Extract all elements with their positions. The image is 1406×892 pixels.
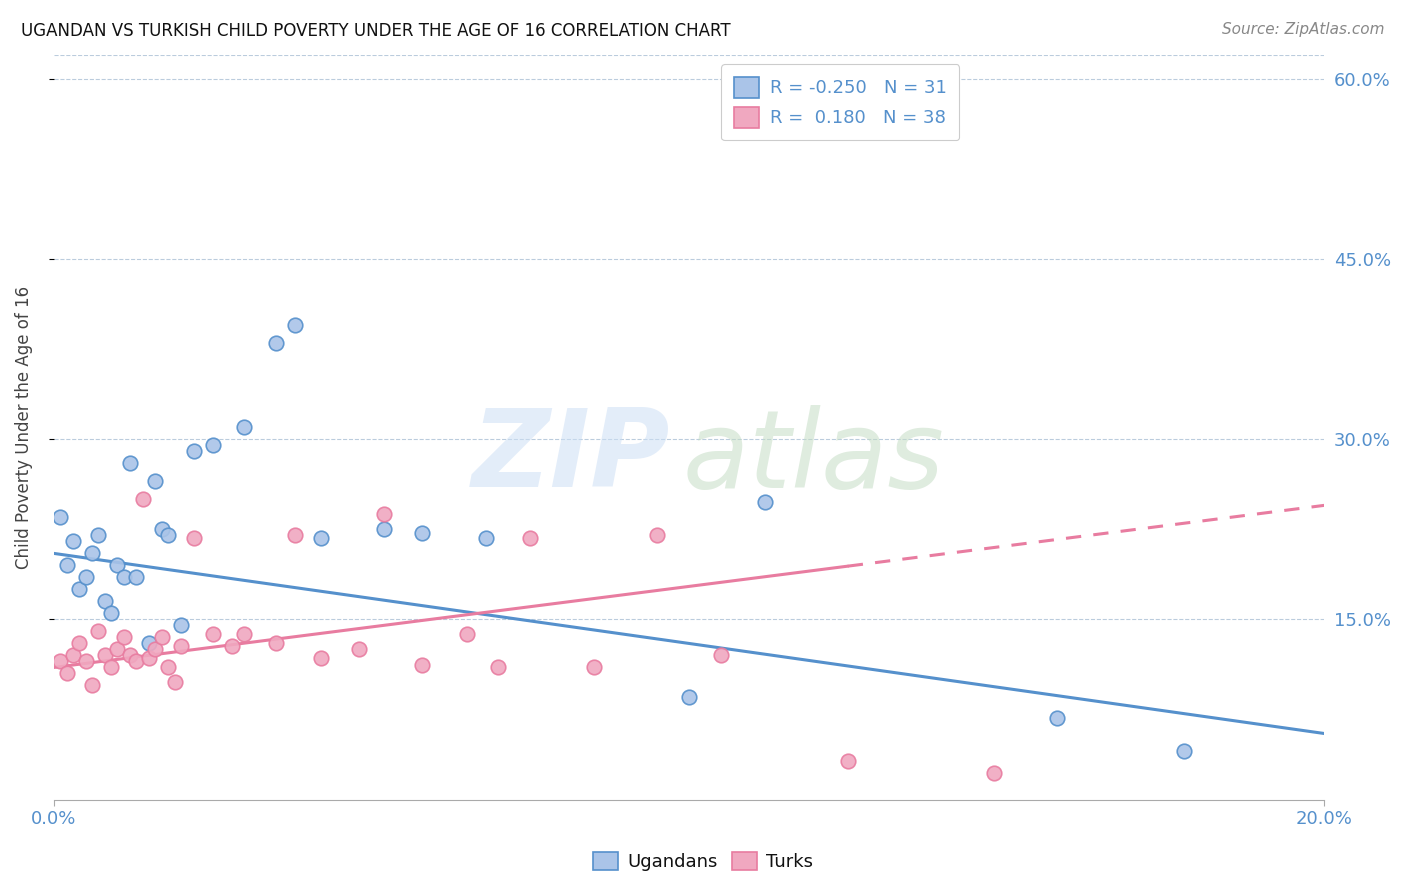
Point	[264, 636, 287, 650]
Point	[87, 528, 110, 542]
Point	[373, 507, 395, 521]
Point	[170, 618, 193, 632]
Point	[645, 528, 668, 542]
Point	[67, 636, 90, 650]
Text: ZIP: ZIP	[471, 404, 669, 510]
Point	[150, 631, 173, 645]
Text: atlas: atlas	[683, 405, 945, 509]
Point	[55, 666, 77, 681]
Point	[411, 658, 433, 673]
Point	[49, 655, 72, 669]
Point	[221, 639, 243, 653]
Y-axis label: Child Poverty Under the Age of 16: Child Poverty Under the Age of 16	[15, 285, 32, 569]
Text: UGANDAN VS TURKISH CHILD POVERTY UNDER THE AGE OF 16 CORRELATION CHART: UGANDAN VS TURKISH CHILD POVERTY UNDER T…	[21, 22, 731, 40]
Point	[67, 582, 90, 597]
Point	[150, 522, 173, 536]
Point	[264, 336, 287, 351]
Text: Source: ZipAtlas.com: Source: ZipAtlas.com	[1222, 22, 1385, 37]
Point	[170, 639, 193, 653]
Point	[754, 495, 776, 509]
Point	[112, 631, 135, 645]
Point	[983, 766, 1005, 780]
Point	[118, 456, 141, 470]
Point	[163, 674, 186, 689]
Point	[125, 570, 148, 584]
Point	[118, 648, 141, 663]
Point	[710, 648, 733, 663]
Legend: R = -0.250   N = 31, R =  0.180   N = 38: R = -0.250 N = 31, R = 0.180 N = 38	[721, 64, 959, 140]
Point	[1046, 711, 1069, 725]
Point	[55, 558, 77, 573]
Point	[49, 510, 72, 524]
Point	[93, 648, 115, 663]
Point	[157, 528, 180, 542]
Point	[519, 531, 541, 545]
Point	[456, 627, 478, 641]
Point	[138, 636, 160, 650]
Point	[309, 531, 332, 545]
Point	[678, 690, 700, 705]
Point	[87, 624, 110, 639]
Point	[1173, 744, 1195, 758]
Point	[488, 660, 510, 674]
Point	[80, 546, 103, 560]
Point	[284, 318, 307, 333]
Point	[582, 660, 605, 674]
Point	[309, 651, 332, 665]
Point	[284, 528, 307, 542]
Point	[75, 570, 97, 584]
Point	[138, 651, 160, 665]
Point	[411, 526, 433, 541]
Point	[233, 627, 256, 641]
Point	[233, 420, 256, 434]
Point	[201, 627, 224, 641]
Point	[132, 492, 155, 507]
Point	[157, 660, 180, 674]
Point	[112, 570, 135, 584]
Point	[201, 438, 224, 452]
Point	[183, 444, 205, 458]
Point	[145, 642, 167, 657]
Point	[62, 534, 84, 549]
Point	[105, 642, 128, 657]
Point	[62, 648, 84, 663]
Point	[80, 678, 103, 692]
Point	[100, 660, 122, 674]
Point	[145, 475, 167, 489]
Point	[75, 655, 97, 669]
Point	[100, 607, 122, 621]
Point	[474, 531, 496, 545]
Point	[125, 655, 148, 669]
Point	[183, 531, 205, 545]
Legend: Ugandans, Turks: Ugandans, Turks	[585, 845, 821, 879]
Point	[373, 522, 395, 536]
Point	[93, 594, 115, 608]
Point	[347, 642, 370, 657]
Point	[105, 558, 128, 573]
Point	[837, 754, 859, 768]
